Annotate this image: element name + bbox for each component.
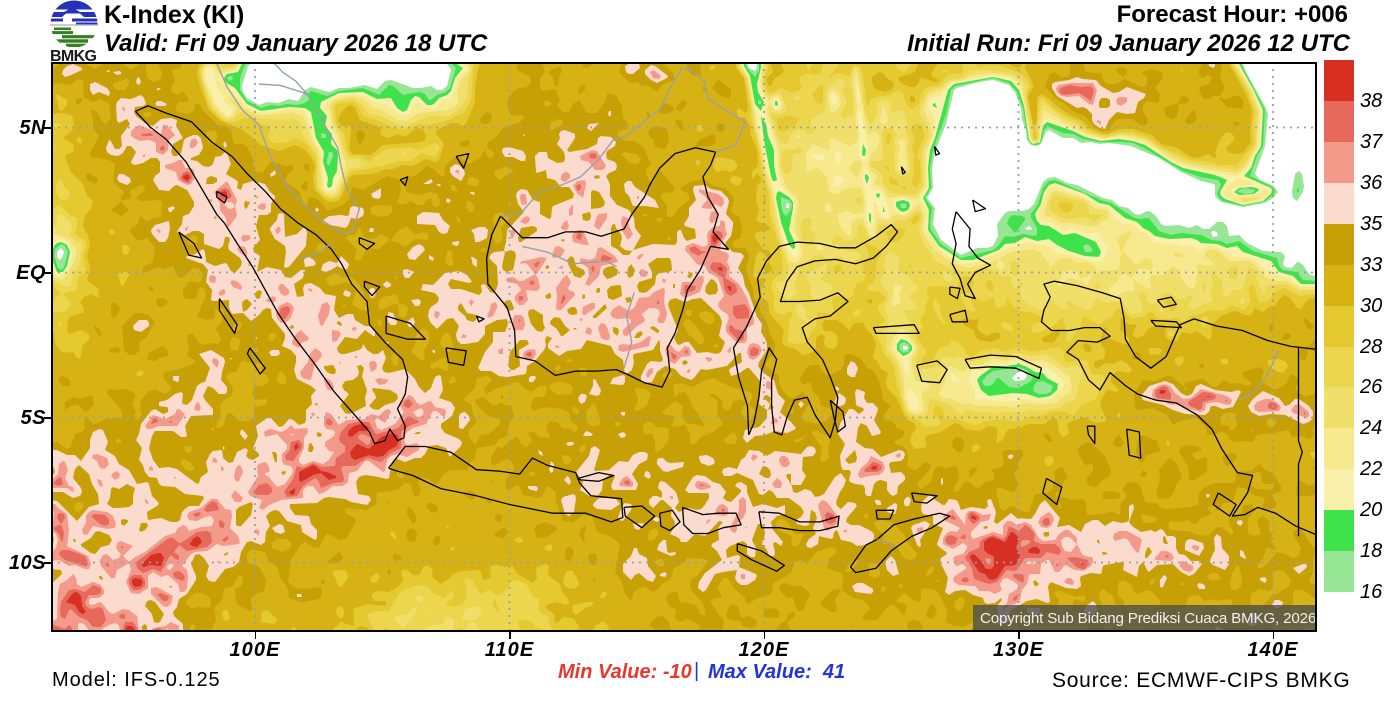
svg-text:BMKG: BMKG — [50, 48, 97, 62]
svg-text:Copyright Sub Bidang Prediksi: Copyright Sub Bidang Prediksi Cuaca BMKG… — [980, 610, 1316, 627]
